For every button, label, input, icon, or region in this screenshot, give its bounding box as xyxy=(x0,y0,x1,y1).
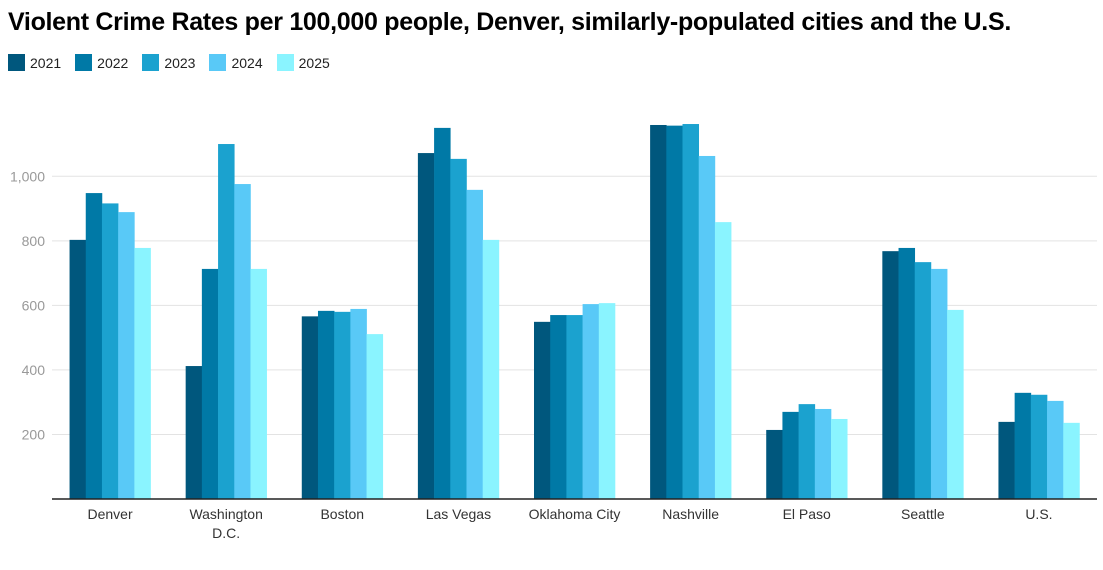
legend-swatch xyxy=(276,54,294,71)
y-tick-label: 800 xyxy=(22,233,46,249)
bar-2023[interactable] xyxy=(1030,394,1048,499)
bar-2022[interactable] xyxy=(201,268,219,499)
bar-2022[interactable] xyxy=(550,315,567,499)
bar-2025[interactable] xyxy=(831,418,848,499)
bar-2023[interactable] xyxy=(798,404,816,499)
legend-item[interactable]: 2021 xyxy=(8,54,61,71)
legend-label: 2021 xyxy=(30,54,62,71)
bar-2022[interactable] xyxy=(85,193,103,500)
bar-2025[interactable] xyxy=(482,239,500,500)
bar-2021[interactable] xyxy=(882,251,899,499)
bar-2022[interactable] xyxy=(898,247,916,499)
bar-2025[interactable] xyxy=(134,247,151,499)
legend: 2021 2022 2023 2024 2025 xyxy=(8,54,330,71)
bar-2021[interactable] xyxy=(650,124,667,500)
bar-2025[interactable] xyxy=(250,268,267,499)
x-tick-label: Boston xyxy=(320,506,364,522)
y-tick-label: 600 xyxy=(22,297,46,313)
x-tick-label: Denver xyxy=(87,506,132,522)
x-tick-label: El Paso xyxy=(783,506,831,522)
bar-2023[interactable] xyxy=(334,311,351,499)
bar-2024[interactable] xyxy=(466,189,483,499)
x-tick-label: Nashville xyxy=(662,506,719,522)
legend-label: 2023 xyxy=(164,54,196,71)
legend-swatch xyxy=(142,54,160,71)
legend-swatch xyxy=(8,54,25,71)
bar-2025[interactable] xyxy=(598,303,616,499)
bar-2022[interactable] xyxy=(1014,392,1032,499)
y-tick-label: 400 xyxy=(22,362,46,378)
bar-2024[interactable] xyxy=(698,155,716,499)
legend-label: 2024 xyxy=(231,54,263,71)
y-tick-label: 1,000 xyxy=(10,168,45,184)
x-tick-label: U.S. xyxy=(1025,506,1052,522)
bar-2025[interactable] xyxy=(714,222,732,499)
bar-2022[interactable] xyxy=(666,125,683,499)
bar-2023[interactable] xyxy=(682,124,700,500)
legend-label: 2025 xyxy=(298,54,330,71)
bar-2024[interactable] xyxy=(350,308,367,499)
bar-2021[interactable] xyxy=(998,421,1015,499)
y-tick-label: 200 xyxy=(22,426,46,442)
bar-2021[interactable] xyxy=(417,153,435,499)
bar-2024[interactable] xyxy=(582,304,600,499)
bar-2021[interactable] xyxy=(69,239,87,500)
bar-2023[interactable] xyxy=(101,203,119,499)
bar-2024[interactable] xyxy=(814,408,832,499)
bar-2021[interactable] xyxy=(534,321,551,499)
bar-2023[interactable] xyxy=(450,158,467,499)
bar-2021[interactable] xyxy=(185,366,203,499)
bar-2024[interactable] xyxy=(930,268,948,499)
bar-2025[interactable] xyxy=(1063,422,1080,499)
x-tick-label: Las Vegas xyxy=(426,506,491,522)
bar-2021[interactable] xyxy=(766,429,783,499)
bar-2022[interactable] xyxy=(317,310,335,499)
chart-title: Violent Crime Rates per 100,000 people, … xyxy=(8,8,1011,36)
bar-2024[interactable] xyxy=(118,212,135,500)
bar-2023[interactable] xyxy=(914,262,932,499)
legend-swatch xyxy=(209,54,227,71)
bar-2025[interactable] xyxy=(947,309,964,499)
x-tick-label: D.C. xyxy=(212,525,240,541)
bar-2022[interactable] xyxy=(434,127,451,500)
x-tick-label: Washington xyxy=(189,506,262,522)
bar-2025[interactable] xyxy=(366,334,384,499)
legend-item[interactable]: 2025 xyxy=(276,54,330,71)
x-tick-label: Oklahoma City xyxy=(529,506,621,522)
legend-item[interactable]: 2022 xyxy=(75,54,128,71)
bar-2024[interactable] xyxy=(234,184,251,499)
legend-swatch xyxy=(75,54,93,71)
legend-label: 2022 xyxy=(97,54,129,71)
legend-item[interactable]: 2024 xyxy=(209,54,263,71)
bar-2023[interactable] xyxy=(566,315,583,499)
bar-2022[interactable] xyxy=(782,411,799,499)
bar-2023[interactable] xyxy=(218,144,235,499)
legend-item[interactable]: 2023 xyxy=(142,54,195,71)
x-tick-label: Seattle xyxy=(901,506,945,522)
bar-2021[interactable] xyxy=(301,316,319,499)
bar-2024[interactable] xyxy=(1047,400,1064,499)
